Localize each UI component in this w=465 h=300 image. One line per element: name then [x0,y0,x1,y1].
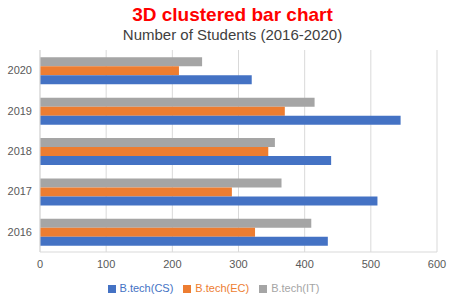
html-text:B.tech(IT): B.tech(IT) [271,282,320,294]
html-text:Number of Students (2016-2020): Number of Students (2016-2020) [122,26,343,43]
svg-text:100: 100 [97,258,115,270]
svg-text:200: 200 [163,258,181,270]
svg-text:2016: 2016 [8,226,32,238]
svg-text:2018: 2018 [8,145,32,157]
svg-text:300: 300 [229,258,247,270]
svg-text:2019: 2019 [8,105,32,117]
svg-text:2020: 2020 [8,64,32,76]
svg-text:600: 600 [428,258,446,270]
svg-text:500: 500 [362,258,380,270]
html-text:B.tech(CS): B.tech(CS) [119,282,174,294]
html-text:B.tech(EC): B.tech(EC) [195,282,250,294]
svg-text:0: 0 [37,258,43,270]
svg-text:2017: 2017 [8,185,32,197]
html-text:3D clustered bar chart: 3D clustered bar chart [132,4,333,25]
svg-text:400: 400 [295,258,313,270]
